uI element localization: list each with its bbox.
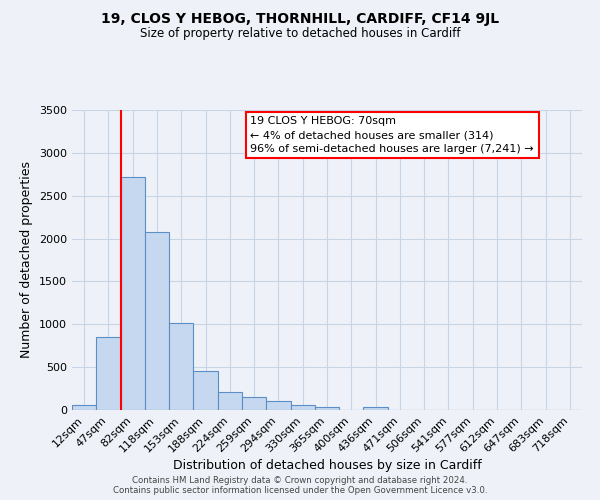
- Bar: [121, 177, 145, 410]
- X-axis label: Distribution of detached houses by size in Cardiff: Distribution of detached houses by size …: [173, 460, 481, 472]
- Text: 19 CLOS Y HEBOG: 70sqm
← 4% of detached houses are smaller (314)
96% of semi-det: 19 CLOS Y HEBOG: 70sqm ← 4% of detached …: [251, 116, 534, 154]
- Y-axis label: Number of detached properties: Number of detached properties: [20, 162, 34, 358]
- Bar: [364, 408, 388, 410]
- Text: Contains HM Land Registry data © Crown copyright and database right 2024.: Contains HM Land Registry data © Crown c…: [132, 476, 468, 485]
- Bar: [72, 406, 96, 410]
- Bar: [315, 408, 339, 410]
- Text: Contains public sector information licensed under the Open Government Licence v3: Contains public sector information licen…: [113, 486, 487, 495]
- Bar: [193, 370, 218, 410]
- Bar: [242, 397, 266, 410]
- Text: Size of property relative to detached houses in Cardiff: Size of property relative to detached ho…: [140, 28, 460, 40]
- Bar: [290, 406, 315, 410]
- Bar: [218, 392, 242, 410]
- Bar: [96, 337, 121, 410]
- Bar: [169, 324, 193, 410]
- Text: 19, CLOS Y HEBOG, THORNHILL, CARDIFF, CF14 9JL: 19, CLOS Y HEBOG, THORNHILL, CARDIFF, CF…: [101, 12, 499, 26]
- Bar: [266, 402, 290, 410]
- Bar: [145, 232, 169, 410]
